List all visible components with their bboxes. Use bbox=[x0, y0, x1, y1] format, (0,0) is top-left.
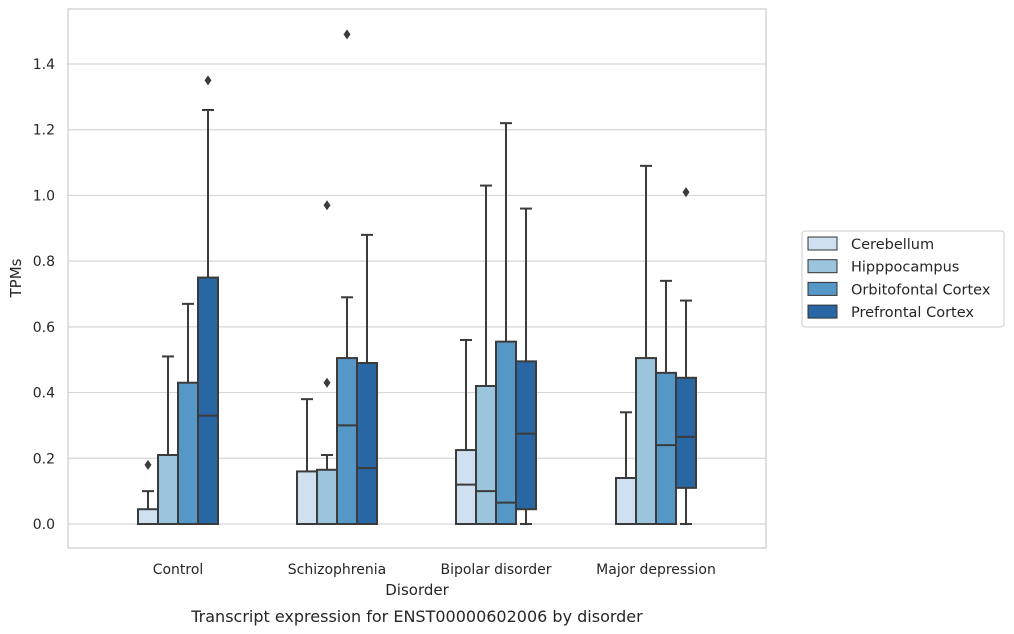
legend-label: Prefrontal Cortex bbox=[851, 305, 974, 321]
y-tick-label: 0.2 bbox=[33, 451, 55, 467]
box-outlier bbox=[144, 459, 152, 470]
x-tick-label: Major depression bbox=[596, 562, 716, 578]
y-axis-label: TPMs bbox=[7, 258, 25, 298]
y-axis-ticks: 0.0 0.2 0.4 0.6 0.8 1.0 1.2 1.4 bbox=[33, 57, 55, 533]
series-group bbox=[157, 164, 657, 526]
x-tick-label: Bipolar disorder bbox=[440, 562, 551, 578]
box-body bbox=[336, 357, 358, 526]
legend-swatch bbox=[807, 281, 838, 296]
box-outlier bbox=[204, 75, 212, 86]
x-axis-ticks: Control Schizophrenia Bipolar disorder Majo… bbox=[153, 562, 716, 578]
legend-label: Hipppocampus bbox=[851, 260, 959, 276]
series-group bbox=[137, 339, 637, 526]
y-tick-label: 0.6 bbox=[33, 320, 55, 336]
plot-area-frame bbox=[67, 8, 767, 549]
box-body bbox=[635, 357, 657, 526]
y-tick-label: 0.8 bbox=[33, 254, 55, 270]
box-body bbox=[177, 381, 199, 526]
box-outlier bbox=[343, 29, 351, 40]
box-body bbox=[515, 360, 537, 511]
y-tick-label: 0.4 bbox=[33, 386, 55, 402]
box-body bbox=[455, 449, 477, 526]
x-tick-label: Control bbox=[153, 562, 204, 578]
legend-swatch bbox=[807, 259, 838, 274]
box-body bbox=[615, 477, 637, 525]
legend-swatch bbox=[807, 304, 838, 319]
x-axis-label: Disorder bbox=[385, 581, 449, 599]
box-body bbox=[356, 362, 378, 525]
box-body bbox=[495, 340, 517, 525]
x-tick-label: Schizophrenia bbox=[288, 562, 386, 578]
box-body bbox=[655, 371, 677, 525]
series-group bbox=[177, 29, 677, 526]
y-tick-label: 0.0 bbox=[33, 517, 55, 533]
legend-label: Cerebellum bbox=[851, 237, 934, 253]
box-body bbox=[197, 276, 219, 526]
y-tick-label: 1.2 bbox=[33, 123, 55, 139]
chart-caption: Transcript expression for ENST0000060200… bbox=[190, 607, 643, 626]
legend-label: Orbitofontal Cortex bbox=[851, 282, 991, 298]
box-outlier bbox=[682, 187, 690, 198]
box-body bbox=[475, 385, 497, 525]
box-series bbox=[137, 29, 697, 526]
box-body bbox=[675, 376, 697, 489]
legend: Cerebellum Hipppocampus Orbitofontal Corte… bbox=[801, 230, 1005, 328]
box-outlier bbox=[323, 377, 331, 388]
y-tick-label: 1.0 bbox=[33, 188, 55, 204]
legend-frame bbox=[801, 230, 1005, 328]
box-body bbox=[296, 470, 318, 525]
box-body bbox=[137, 508, 159, 526]
y-tick-label: 1.4 bbox=[33, 57, 55, 73]
series-group bbox=[197, 75, 697, 526]
box-body bbox=[316, 468, 338, 525]
legend-swatch bbox=[807, 236, 838, 251]
box-body bbox=[157, 454, 179, 525]
box-outlier bbox=[323, 200, 331, 211]
